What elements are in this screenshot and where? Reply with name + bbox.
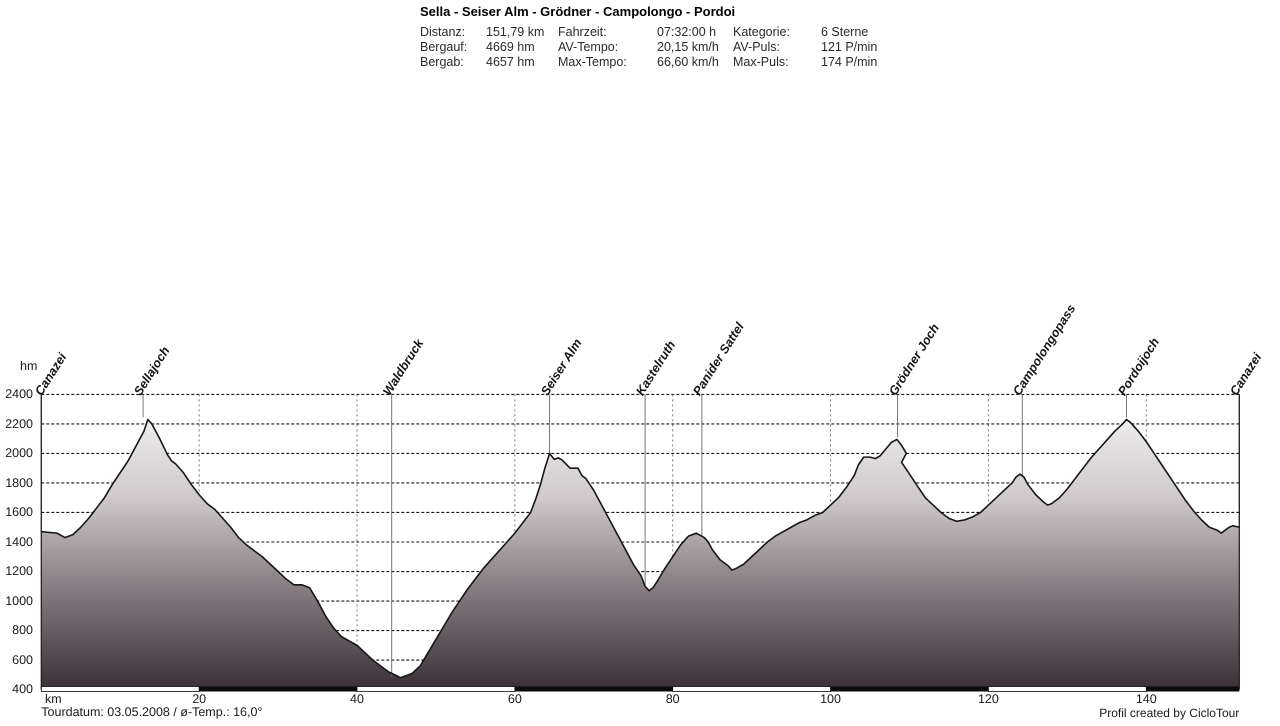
svg-text:2200: 2200: [5, 417, 33, 431]
svg-text:400: 400: [12, 682, 33, 696]
svg-text:800: 800: [12, 623, 33, 637]
svg-text:140: 140: [1136, 692, 1157, 706]
svg-text:1600: 1600: [5, 505, 33, 519]
svg-text:km: km: [45, 692, 62, 706]
svg-text:100: 100: [820, 692, 841, 706]
svg-text:20: 20: [192, 692, 206, 706]
svg-text:1000: 1000: [5, 594, 33, 608]
svg-text:80: 80: [666, 692, 680, 706]
svg-text:40: 40: [350, 692, 364, 706]
svg-text:60: 60: [508, 692, 522, 706]
svg-text:120: 120: [978, 692, 999, 706]
svg-text:1200: 1200: [5, 564, 33, 578]
svg-text:600: 600: [12, 653, 33, 667]
svg-text:1400: 1400: [5, 535, 33, 549]
svg-text:Tourdatum: 03.05.2008 / ø-Te: Tourdatum: 03.05.2008 / ø-Temp.: 16,0°: [41, 705, 262, 719]
svg-text:2400: 2400: [5, 387, 33, 401]
svg-text:Profil created by CicloTour: Profil created by CicloTour: [1099, 706, 1239, 720]
svg-text:1800: 1800: [5, 476, 33, 490]
svg-text:hm: hm: [20, 359, 37, 373]
svg-text:2000: 2000: [5, 446, 33, 460]
